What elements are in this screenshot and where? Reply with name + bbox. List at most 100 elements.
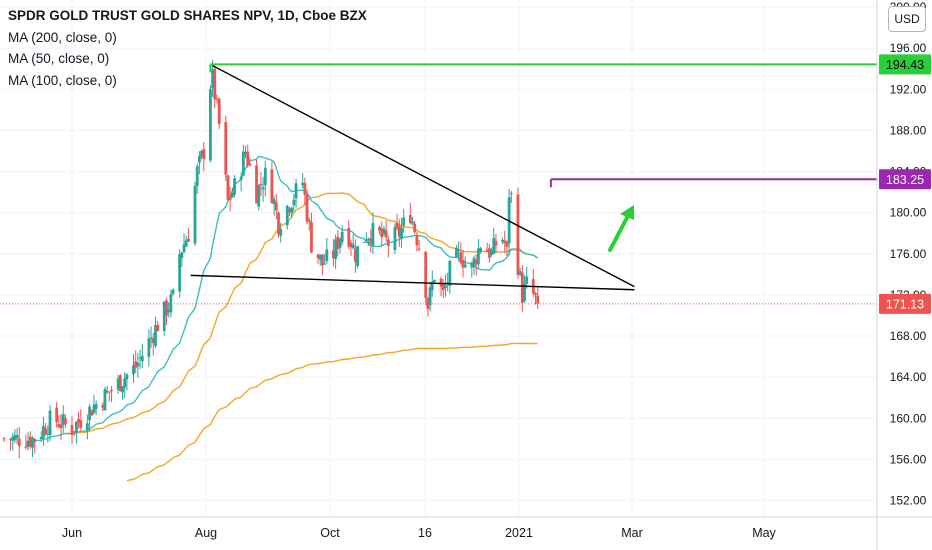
candle-body — [15, 434, 19, 439]
candle-body — [371, 223, 375, 246]
candle-body — [239, 176, 243, 180]
y-tick-label: 168.00 — [890, 329, 927, 343]
candle-body — [310, 222, 313, 253]
candle-body — [31, 437, 34, 448]
candle-body — [307, 219, 311, 222]
indicator-ma50[interactable]: MA (50, close, 0) — [8, 51, 110, 66]
candle-body — [505, 241, 509, 248]
candle-body — [362, 241, 366, 243]
candle-body — [26, 440, 30, 447]
candle-body — [534, 293, 537, 295]
candle-body — [28, 436, 32, 447]
candle-body — [101, 405, 105, 408]
candle-body — [400, 227, 403, 239]
candle-body — [340, 231, 344, 243]
candle-body — [411, 221, 414, 224]
candle-body — [397, 226, 401, 237]
candle-body — [277, 212, 280, 234]
candle-body — [134, 361, 138, 368]
candle-body — [136, 362, 140, 367]
candle-body — [213, 68, 217, 100]
candle-body — [151, 338, 155, 344]
candle-body — [520, 272, 524, 304]
candle-body — [384, 230, 388, 238]
candle-body — [382, 228, 386, 234]
candle-body — [233, 178, 236, 195]
candle-body — [292, 199, 296, 206]
candle-body — [263, 167, 267, 186]
candle-body — [523, 283, 526, 302]
currency-button[interactable]: USD — [888, 6, 926, 32]
candle-body — [55, 407, 59, 422]
candle-body — [217, 98, 221, 125]
candle-body — [494, 241, 498, 246]
candle-body — [301, 182, 305, 186]
candle-body — [318, 254, 322, 260]
candle-body — [171, 289, 175, 294]
candle-body — [413, 223, 417, 233]
candle-body — [441, 283, 445, 291]
candle-body — [224, 122, 228, 175]
candle-body — [338, 238, 342, 248]
candle-body — [77, 418, 80, 423]
candle-body — [487, 248, 491, 258]
candle-body — [202, 149, 206, 160]
candle-body — [154, 325, 157, 347]
candle-body — [455, 248, 458, 257]
candle-body — [257, 185, 261, 207]
candle-body — [64, 418, 67, 424]
candle-body — [347, 227, 351, 247]
candle-body — [167, 309, 171, 313]
candle-body — [323, 263, 327, 265]
candle-body — [364, 239, 368, 242]
candle-body — [44, 428, 48, 435]
candle-body — [118, 375, 122, 391]
candle-body — [290, 207, 294, 214]
candle-body — [472, 258, 476, 267]
candle-body — [332, 250, 335, 259]
candle-body — [241, 151, 245, 176]
candle-body — [424, 251, 428, 298]
trend-line — [190, 274, 635, 291]
candle-body — [11, 436, 15, 441]
candle-body — [138, 357, 142, 359]
candle-body — [279, 228, 283, 236]
candle-body — [165, 300, 168, 316]
indicator-ma200[interactable]: MA (200, close, 0) — [8, 29, 117, 45]
candle-body — [439, 278, 443, 287]
y-tick-label: 196.00 — [890, 41, 927, 55]
candle-body — [61, 414, 65, 426]
x-tick-label: 2021 — [505, 526, 533, 540]
candle-body — [386, 239, 390, 247]
candle-body — [255, 165, 258, 204]
candle-body — [46, 433, 50, 435]
x-tick-label: 16 — [418, 526, 432, 540]
candle-body — [103, 389, 107, 411]
candle-body — [325, 249, 329, 262]
candle-body — [178, 254, 182, 292]
y-tick-label: 156.00 — [890, 452, 927, 466]
candle-body — [356, 246, 359, 267]
candle-body — [369, 238, 373, 244]
candle-body — [79, 420, 83, 428]
candle-body — [334, 239, 338, 259]
candle-body — [430, 281, 434, 291]
indicator-ma100[interactable]: MA (100, close, 0) — [8, 72, 117, 88]
candle-body — [367, 238, 370, 240]
y-tick-label: 164.00 — [890, 370, 927, 384]
candle-body — [285, 205, 289, 226]
candle-body — [123, 378, 127, 388]
candle-body — [259, 183, 263, 186]
candle-body — [479, 248, 482, 252]
candle-body — [70, 424, 74, 435]
x-tick-label: Mar — [621, 526, 643, 540]
candle-body — [211, 69, 214, 89]
candle-body — [518, 271, 522, 275]
candle-body — [525, 276, 529, 284]
candle-body — [9, 438, 12, 441]
candle-body — [208, 89, 212, 161]
candle-body — [72, 431, 76, 433]
